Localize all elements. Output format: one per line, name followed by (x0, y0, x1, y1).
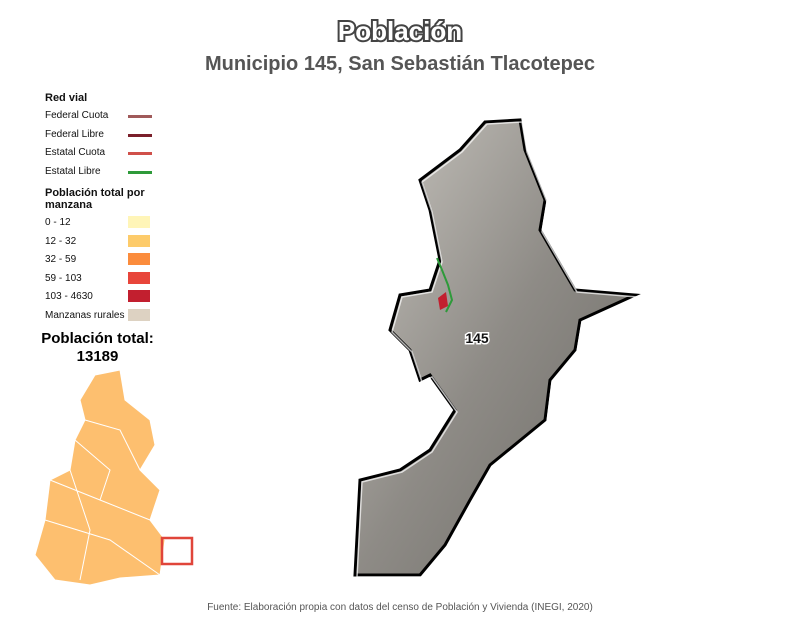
legend-label: 103 - 4630 (45, 291, 93, 302)
urban-block (438, 292, 448, 310)
road (436, 257, 454, 313)
legend-label: 59 - 103 (45, 272, 82, 284)
legend-swatch (128, 216, 150, 228)
legend-title: Población total por manzana (45, 187, 145, 211)
subtitle: Municipio 145, San Sebastián Tlacotepec (204, 53, 596, 75)
legend-label: 0 - 12 (45, 217, 71, 228)
legend-line (128, 170, 152, 174)
legend-line (128, 133, 152, 137)
legend-label: Manzanas rurales (45, 309, 125, 321)
source: Fuente: Elaboración propia con datos del… (207, 602, 593, 613)
total-label: Población total: (41, 330, 154, 347)
legend-swatch (128, 253, 150, 265)
municipality-label: 145 (465, 330, 489, 346)
location-box (160, 536, 194, 566)
state-inset (34, 369, 166, 586)
legend-swatch (128, 308, 150, 321)
title: Población (338, 16, 462, 46)
legend-title: Red vial (45, 92, 88, 104)
legend-label: Estatal Cuota (45, 147, 106, 158)
municipality (353, 118, 641, 577)
legend-label: 12 - 32 (45, 235, 77, 247)
outline-halo (356, 121, 640, 578)
legend-swatch (128, 290, 150, 302)
legend: Red vial Federal Cuota Federal Libre Estata… (45, 92, 165, 322)
legend-label: 32 - 59 (45, 254, 77, 265)
legend-swatch (128, 271, 150, 284)
legend-label: Estatal Libre (45, 165, 101, 177)
total-value: 13189 (76, 348, 119, 365)
legend-swatch (128, 234, 150, 247)
legend-line (128, 152, 152, 155)
legend-line (128, 115, 152, 118)
legend-label: Federal Libre (45, 128, 104, 140)
legend-label: Federal Cuota (45, 110, 109, 121)
